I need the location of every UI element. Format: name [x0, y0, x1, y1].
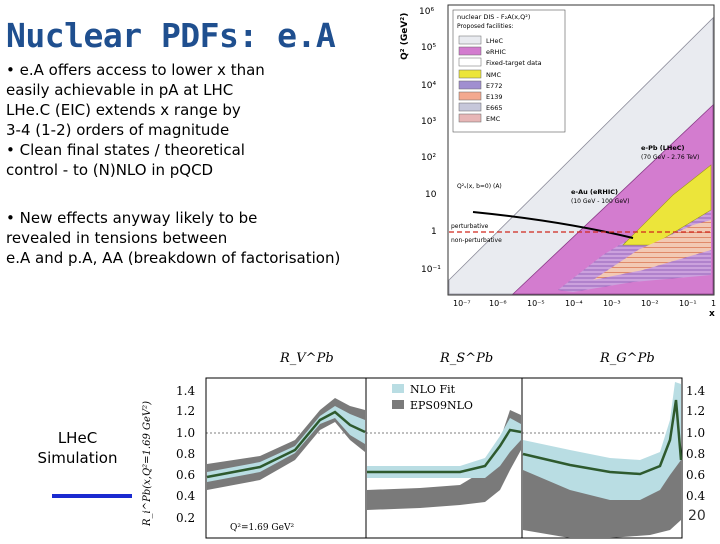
panel-title-valence: R_V^Pb [279, 351, 334, 366]
legend-swatch [458, 69, 482, 79]
y-tick: 1.2 [176, 404, 195, 418]
x-axis-label: x [709, 309, 715, 318]
legend-label: E139 [486, 93, 503, 101]
legend-label: LHeC [486, 37, 504, 45]
sea-eps09-band [367, 410, 521, 510]
slide-title: Nuclear PDFs: e.A [6, 16, 336, 55]
bullet-line: control - to (N)NLO in pQCD [6, 161, 214, 179]
gluon-eps09-band [523, 400, 681, 538]
legend-label: Fixed-target data [486, 59, 542, 67]
legend-proposed: Proposed facilities: [457, 23, 513, 30]
bullet-line: easily achievable in pA at LHC [6, 81, 234, 99]
annot-epb: e-Pb (LHeC) [641, 144, 685, 152]
y-tick: 0.8 [686, 447, 705, 461]
bullet-line: • Clean final states / theoretical [6, 141, 245, 159]
y-tick: 1.0 [176, 426, 195, 440]
ratio-plot-svg: R_V^Pb R_S^Pb R_G^Pb R_i^Pb(x,Q²=1.69 Ge… [142, 351, 705, 539]
lhec-legend-line [52, 494, 132, 498]
bullet-line: 3-4 (1-2) orders of magnitude [6, 121, 230, 139]
legend-swatch [458, 35, 482, 45]
legend-swatch [458, 91, 482, 101]
y-axis-label: Q² (GeV²) [400, 13, 410, 60]
legend-swatch-eps09 [392, 400, 404, 409]
legend-title: nuclear DIS - F₂A(x,Q²) [457, 13, 530, 21]
y-tick: 10³ [421, 117, 436, 127]
lhec-label-line: Simulation [37, 449, 118, 467]
annot-epb-sub: (70 GeV - 2.76 TeV) [641, 154, 699, 161]
legend-items: LHeC eRHIC Fixed-target data NMC E772 E139 E66… [458, 35, 542, 123]
y-tick: 1.0 [686, 426, 705, 440]
panel-title-gluon: R_G^Pb [599, 351, 655, 366]
right-y-ticks: 1.4 1.2 1.0 0.8 0.6 0.4 [686, 384, 705, 503]
sea-central-curve [367, 428, 522, 474]
x-tick: 10⁻⁵ [527, 299, 545, 308]
y-tick: 0.8 [176, 447, 195, 461]
bullet-line: • e.A offers access to lower x than [6, 61, 265, 79]
x-tick: 10⁻⁴ [565, 299, 583, 308]
x-tick: 10⁻³ [603, 299, 621, 308]
legend-label: NMC [486, 71, 501, 79]
panel-title-sea: R_S^Pb [439, 351, 493, 366]
bullet-line: e.A and p.A, AA (breakdown of factorisat… [6, 249, 341, 267]
x-tick: 10⁻⁷ [453, 299, 471, 308]
bullet-line: LHe.C (EIC) extends x range by [6, 101, 241, 119]
legend-swatch [458, 46, 482, 56]
annot-eau-sub: (10 GeV - 100 GeV) [571, 198, 629, 205]
q2-note: Q²=1.69 GeV² [230, 523, 294, 533]
y-tick: 1 [431, 227, 437, 237]
x-tick: 10⁻¹ [679, 299, 697, 308]
bullet-block-top: • e.A offers access to lower x than easi… [6, 60, 306, 180]
x-tick: 10⁻² [641, 299, 659, 308]
gluon-nlo-band [523, 382, 681, 500]
annot-nonperturbative: non-perturbative [451, 237, 502, 244]
page-number: 20 [688, 508, 706, 524]
y-tick: 10 [425, 190, 437, 200]
legend-swatch [458, 113, 482, 123]
y-tick: 10⁻¹ [421, 265, 441, 275]
y-tick: 10⁴ [421, 81, 436, 91]
y-tick: 0.6 [176, 468, 195, 482]
sea-nlo-band [367, 418, 521, 478]
y-tick: 1.2 [686, 404, 705, 418]
nuclear-ratio-figure: R_V^Pb R_S^Pb R_G^Pb R_i^Pb(x,Q²=1.69 Ge… [130, 340, 720, 540]
x-tick: 1 [711, 299, 716, 308]
y-tick: 0.4 [686, 489, 705, 503]
bullet-block-bottom: • New effects anyway likely to be reveal… [6, 208, 366, 268]
y-tick: 10⁵ [421, 43, 436, 53]
annot-perturbative: perturbative [451, 223, 489, 230]
kinematic-plane-svg: 10⁶ 10⁵ 10⁴ 10³ 10² 10 1 10⁻¹ Q² (GeV²) … [400, 4, 716, 319]
y-tick: 0.2 [176, 511, 195, 525]
legend-label: eRHIC [486, 48, 506, 56]
legend-nlo: NLO Fit [410, 383, 456, 396]
nmc-data [622, 164, 712, 246]
bullet-line: • New effects anyway likely to be [6, 209, 258, 227]
annot-eau: e-Au (eRHIC) [571, 188, 618, 196]
legend-swatch-nlo [392, 384, 404, 393]
y-tick: 1.4 [176, 384, 195, 398]
valence-central-curve [206, 410, 366, 479]
bullet-line: revealed in tensions between [6, 229, 228, 247]
gluon-central-curve [522, 399, 683, 476]
saturation-line [472, 211, 634, 239]
legend-swatch [458, 57, 482, 67]
legend-swatch [458, 102, 482, 112]
legend-label: E665 [486, 104, 503, 112]
ratio-y-axis-label: R_i^Pb(x,Q²=1.69 GeV²) [142, 401, 153, 527]
legend-eps09: EPS09NLO [410, 399, 473, 412]
kinematic-plane-figure: 10⁶ 10⁵ 10⁴ 10³ 10² 10 1 10⁻¹ Q² (GeV²) … [393, 0, 720, 319]
legend-label: EMC [486, 115, 501, 123]
legend-label: E772 [486, 82, 503, 90]
y-tick: 10⁶ [419, 7, 434, 17]
lhec-label-line: LHeC [57, 429, 98, 447]
e139-data [593, 220, 711, 280]
lhec-simulation-label: LHeC Simulation [30, 428, 125, 468]
left-y-ticks: 1.4 1.2 1.0 0.8 0.6 0.4 0.2 [176, 384, 195, 525]
y-tick: 1.4 [686, 384, 705, 398]
annot-qs: Q²ₛ(x, b=0) (A) [457, 183, 502, 190]
y-tick: 0.6 [686, 468, 705, 482]
x-tick: 10⁻⁶ [489, 299, 507, 308]
y-tick: 10² [421, 153, 436, 163]
legend-swatch [458, 80, 482, 90]
y-tick: 0.4 [176, 489, 195, 503]
